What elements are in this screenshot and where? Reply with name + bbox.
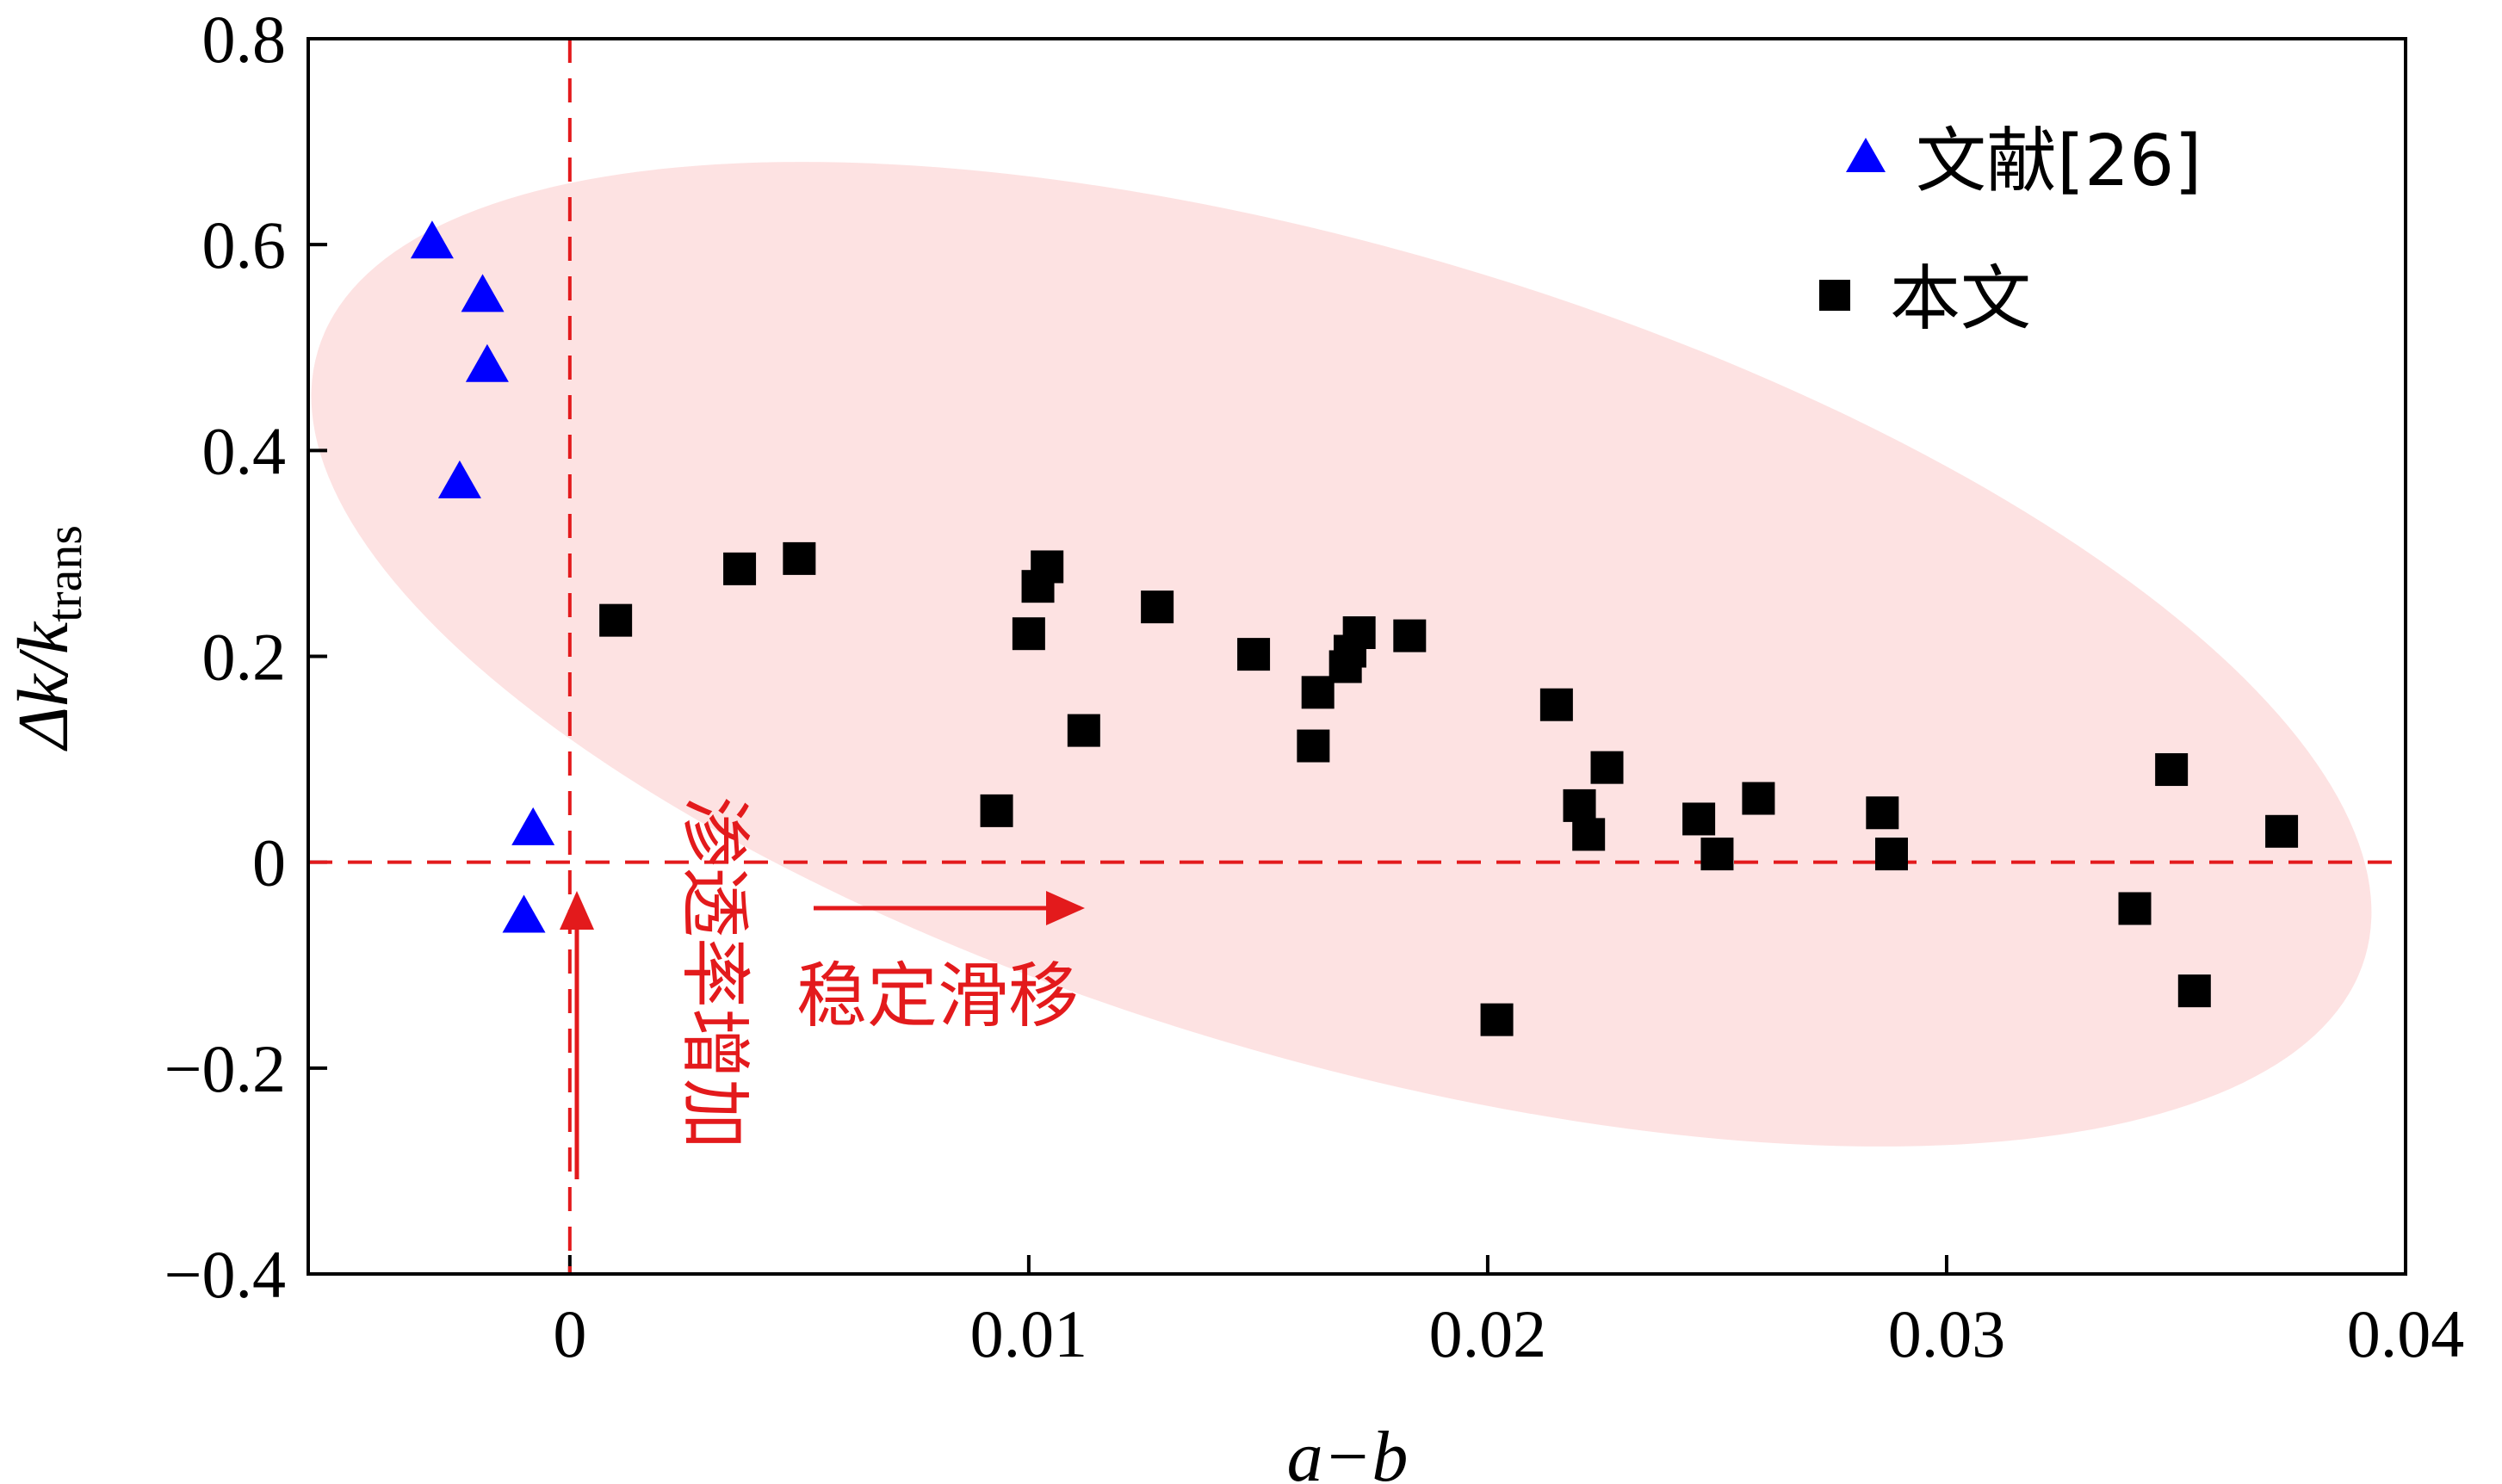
x-tick-label: 0.02: [1429, 1296, 1547, 1371]
permeability-increase-label: 渗透率增加: [673, 796, 755, 1149]
this-work-point: [1563, 788, 1596, 822]
x-tick-label: 0: [553, 1296, 586, 1371]
this-work-point: [1590, 751, 1624, 784]
this-work-point: [1874, 838, 1908, 871]
this-work-point: [1031, 550, 1064, 584]
y-axis-title-sub: trans: [36, 525, 92, 622]
this-work-point: [2155, 753, 2189, 787]
x-tick-label: 0.04: [2347, 1296, 2465, 1371]
this-work-point: [1067, 714, 1100, 747]
y-tick-label: 0.8: [202, 2, 287, 77]
literature-point: [511, 807, 555, 845]
y-axis-title-main: Δk/k: [3, 621, 84, 751]
this-work-point: [1393, 619, 1427, 652]
y-tick-label: 0.4: [202, 413, 287, 488]
this-work-point: [1141, 591, 1174, 624]
this-work-point: [2118, 892, 2152, 925]
stable-sliding-label: 稳定滑移: [796, 955, 1079, 1037]
this-work-point: [599, 603, 633, 637]
this-work-point: [1237, 638, 1271, 671]
x-tick-label: 0.01: [970, 1296, 1088, 1371]
literature-point: [502, 894, 546, 933]
x-tick-label: 0.03: [1888, 1296, 2006, 1371]
this-work-point: [1700, 838, 1734, 871]
y-ticks: −0.4 −0.2 0 0.2 0.4 0.6 0.8: [164, 2, 327, 1312]
this-work-point: [1572, 818, 1606, 851]
data-points: [410, 220, 2299, 1036]
y-tick-label: −0.4: [164, 1237, 287, 1312]
this-work-point: [1682, 802, 1716, 836]
legend-triangle-marker: [1846, 138, 1886, 172]
this-work-point: [783, 541, 816, 575]
this-work-point: [2265, 814, 2299, 848]
literature-point: [437, 460, 481, 498]
legend-square-marker: [1819, 280, 1850, 311]
this-work-point: [1866, 796, 1899, 830]
this-work-point: [2177, 974, 2211, 1008]
this-work-point: [1012, 617, 1045, 651]
x-ticks: 0 0.01 0.02 0.03 0.04: [553, 1255, 2464, 1371]
legend: 文献[26] 本文: [1819, 121, 2202, 340]
this-work-point: [1342, 615, 1376, 649]
this-work-point: [1742, 782, 1775, 815]
legend-label-this-work: 本文: [1890, 258, 2031, 340]
y-tick-label: 0.2: [202, 620, 287, 695]
this-work-point: [1297, 729, 1330, 763]
y-tick-label: −0.2: [164, 1031, 287, 1106]
this-work-point: [980, 794, 1013, 827]
this-work-point: [723, 552, 757, 585]
literature-point: [410, 220, 454, 259]
x-axis-title: a−b: [1287, 1417, 1409, 1484]
y-axis-title: Δk/ktrans: [3, 525, 92, 751]
this-work-point: [1480, 1003, 1514, 1036]
this-work-point: [1301, 676, 1335, 709]
this-work-point: [1539, 688, 1573, 721]
legend-label-literature: 文献[26]: [1916, 121, 2202, 202]
y-tick-label: 0.6: [202, 207, 287, 282]
y-tick-label: 0: [252, 825, 286, 900]
literature-point: [461, 274, 505, 312]
literature-point: [465, 343, 509, 382]
plot-frame: [307, 37, 2407, 1276]
